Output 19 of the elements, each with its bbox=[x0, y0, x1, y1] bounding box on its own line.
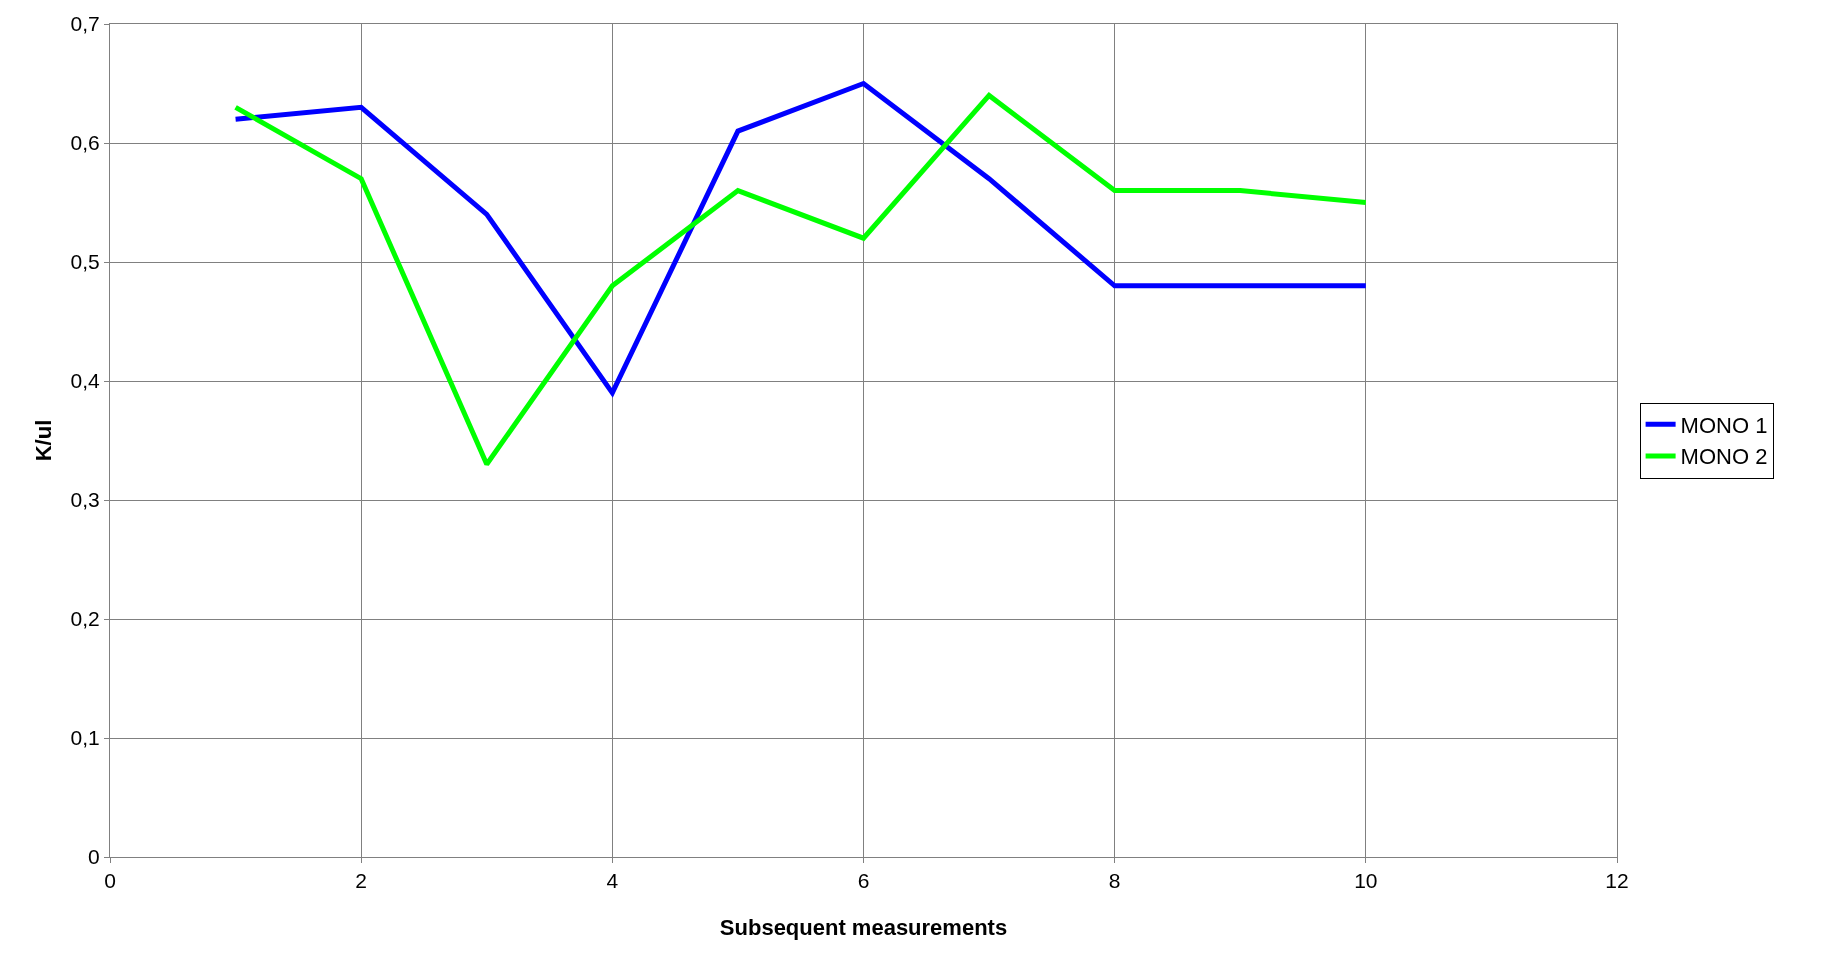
x-tick-label: 4 bbox=[606, 869, 619, 893]
y-tick-label: 0,7 bbox=[70, 12, 100, 36]
legend-label: MONO 2 bbox=[1680, 444, 1768, 470]
y-axis-title: K/ul bbox=[31, 419, 57, 462]
y-tick-label: 0,3 bbox=[70, 488, 100, 512]
y-tick-label: 0,4 bbox=[70, 369, 101, 393]
y-tick-label: 0,6 bbox=[70, 131, 100, 155]
x-tick-label: 2 bbox=[355, 869, 368, 893]
legend-label: MONO 1 bbox=[1680, 412, 1768, 438]
x-tick-label: 10 bbox=[1354, 869, 1378, 893]
x-tick-label: 12 bbox=[1605, 869, 1629, 893]
x-tick-label: 6 bbox=[857, 869, 870, 893]
x-axis-title: Subsequent measurements bbox=[719, 915, 1008, 941]
y-tick-label: 0 bbox=[88, 845, 100, 869]
y-tick-label: 0,1 bbox=[70, 726, 100, 750]
y-tick-label: 0,5 bbox=[70, 250, 100, 274]
y-tick-label: 0,2 bbox=[70, 607, 100, 631]
x-tick-label: 0 bbox=[104, 869, 116, 893]
x-tick-label: 8 bbox=[1108, 869, 1121, 893]
